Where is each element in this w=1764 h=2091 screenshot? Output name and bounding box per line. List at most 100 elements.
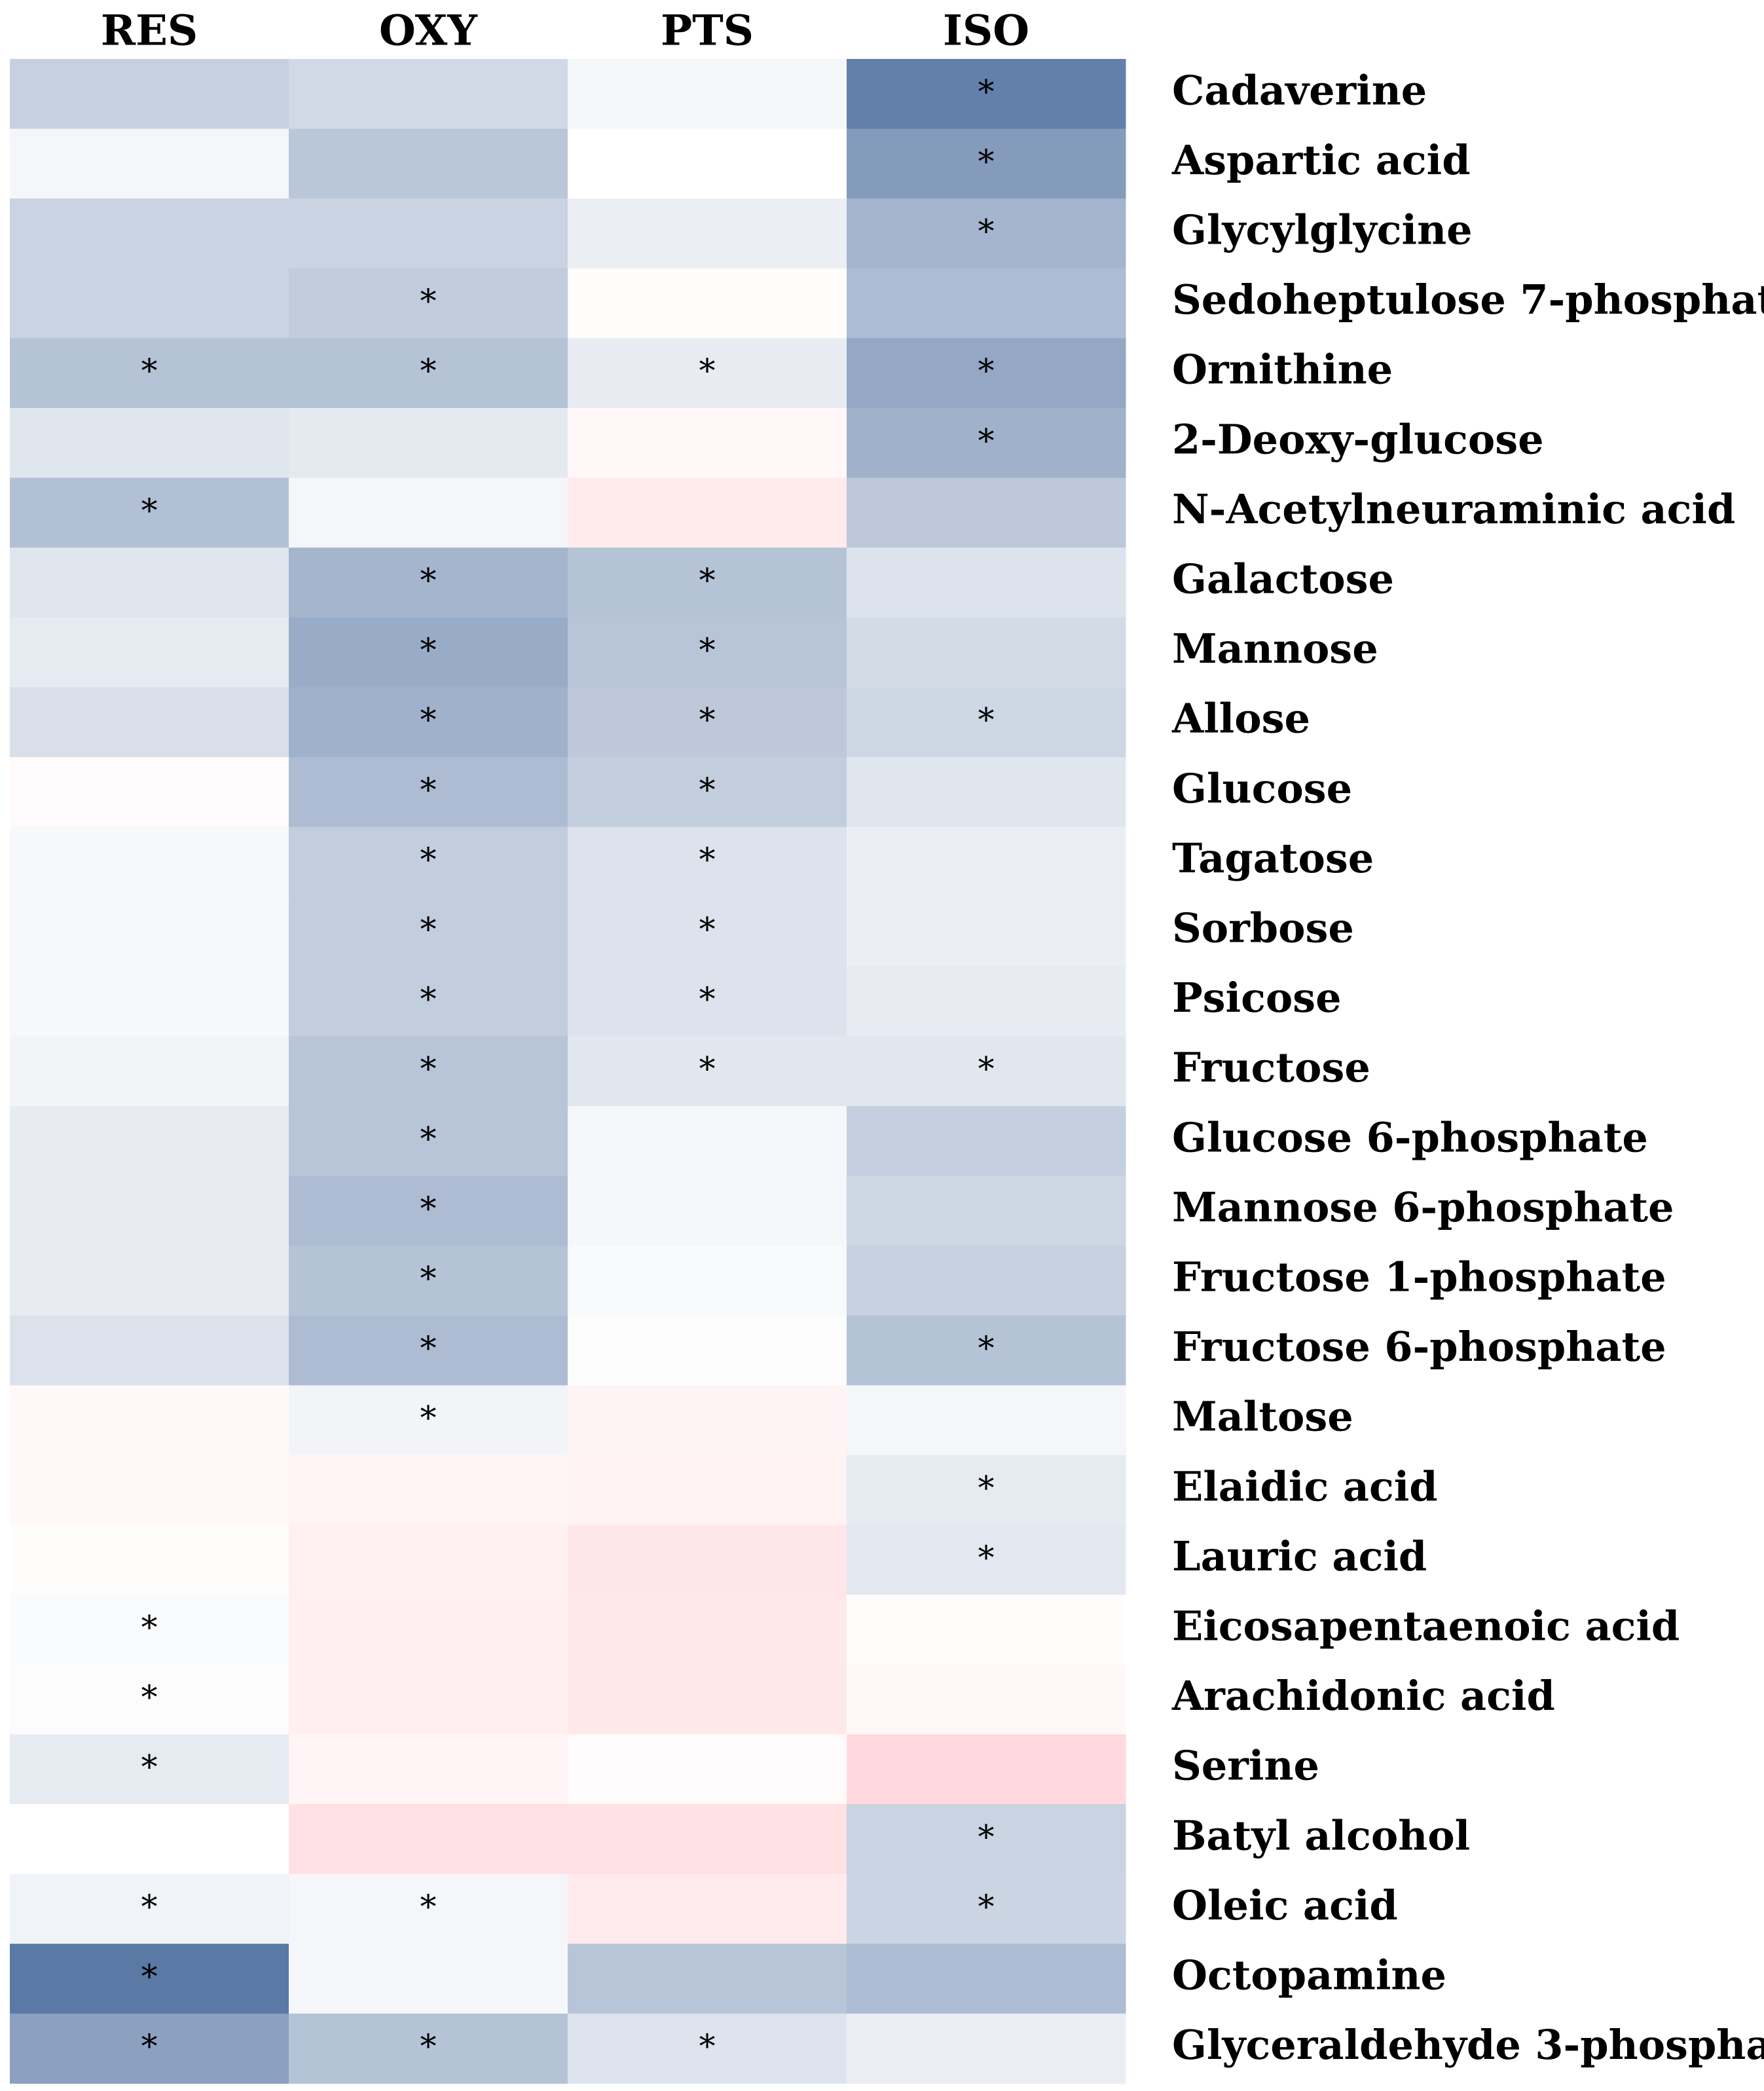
cell-oleic-acid-pts — [568, 1874, 847, 1944]
cell-psicose-oxy — [289, 966, 568, 1037]
cell-glucose-6-phosphate-pts — [568, 1106, 847, 1177]
row-label-mannose: Mannose — [1172, 625, 1378, 673]
row-label-fructose-6-phosphate: Fructose 6-phosphate — [1172, 1323, 1666, 1371]
cell-lauric-acid-oxy — [289, 1525, 568, 1595]
cell-oleic-acid-iso — [847, 1874, 1126, 1944]
cell-fructose-res — [10, 1036, 289, 1107]
row-label-2-deoxy-glucose: 2-Deoxy-glucose — [1172, 415, 1544, 463]
cell-glyceraldehyde-3-phosphate-pts — [568, 2013, 847, 2084]
significance-marker-aspartic-acid-iso: * — [978, 143, 995, 181]
cell-galactose-res — [10, 547, 289, 618]
row-label-tagatose: Tagatose — [1172, 834, 1374, 882]
cell-2-deoxy-glucose-res — [10, 408, 289, 479]
cell-galactose-pts — [568, 547, 847, 618]
row-label-galactose: Galactose — [1172, 555, 1394, 603]
cell-fructose-oxy — [289, 1036, 568, 1107]
column-label-res: RES — [101, 7, 198, 56]
cell-oleic-acid-oxy — [289, 1874, 568, 1944]
cell-sorbose-iso — [847, 897, 1126, 967]
significance-marker-mannose-pts: * — [699, 631, 716, 669]
cell-sedoheptulose-7-phosphate-res — [10, 268, 289, 339]
row-label-glyceraldehyde-3-phosphate: Glyceraldehyde 3-phosphate — [1172, 2021, 1764, 2069]
row-labels: Cadaverine Aspartic acid Glycylglycine Sedo… — [1171, 66, 1764, 2069]
row-label-sedoheptulose-7-phosphate: Sedoheptulose 7-phosphate — [1172, 276, 1764, 324]
cell-batyl-alcohol-pts — [568, 1804, 847, 1875]
cell-serine-iso — [847, 1734, 1126, 1805]
cell-arachidonic-acid-iso — [847, 1664, 1126, 1735]
cell-glyceraldehyde-3-phosphate-oxy — [289, 2013, 568, 2084]
cell-mannose-6-phosphate-iso — [847, 1175, 1126, 1246]
cell-glyceraldehyde-3-phosphate-iso — [847, 2013, 1126, 2084]
cell-aspartic-acid-pts — [568, 128, 847, 199]
significance-marker-ornithine-oxy: * — [420, 352, 437, 390]
significance-marker-fructose-6-phosphate-oxy: * — [420, 1329, 437, 1367]
significance-marker-psicose-oxy: * — [420, 980, 437, 1018]
cell-arachidonic-acid-pts — [568, 1664, 847, 1735]
cell-cadaverine-pts — [568, 59, 847, 130]
column-labels: RES OXY PTS ISO — [101, 7, 1029, 56]
significance-marker-sorbose-oxy: * — [420, 911, 437, 949]
cell-sedoheptulose-7-phosphate-oxy — [289, 268, 568, 339]
significance-marker-mannose-oxy: * — [420, 631, 437, 669]
cell-glucose-pts — [568, 757, 847, 828]
row-label-glucose-6-phosphate: Glucose 6-phosphate — [1172, 1113, 1648, 1161]
cell-maltose-res — [10, 1385, 289, 1456]
significance-marker-psicose-pts: * — [699, 980, 716, 1018]
cell-aspartic-acid-oxy — [289, 128, 568, 199]
significance-marker-serine-res: * — [141, 1749, 158, 1786]
cell-sorbose-res — [10, 897, 289, 967]
cell-psicose-pts — [568, 966, 847, 1037]
cell-glycylglycine-iso — [847, 198, 1126, 269]
cell-batyl-alcohol-iso — [847, 1804, 1126, 1875]
row-label-cadaverine: Cadaverine — [1172, 66, 1427, 114]
cell-2-deoxy-glucose-pts — [568, 408, 847, 479]
row-label-eicosapentaenoic-acid: Eicosapentaenoic acid — [1172, 1602, 1680, 1650]
significance-marker-glyceraldehyde-3-phosphate-oxy: * — [420, 2027, 437, 2065]
significance-marker-lauric-acid-iso: * — [978, 1539, 995, 1577]
significance-marker-tagatose-oxy: * — [420, 841, 437, 879]
cell-n-acetylneuraminic-acid-iso — [847, 477, 1126, 548]
significance-marker-glycylglycine-iso: * — [978, 213, 995, 251]
row-label-allose: Allose — [1171, 695, 1310, 743]
significance-marker-maltose-oxy: * — [420, 1399, 437, 1437]
cell-cadaverine-oxy — [289, 59, 568, 130]
significance-marker-glucose-pts: * — [699, 771, 716, 809]
cell-sorbose-oxy — [289, 897, 568, 967]
significance-marker-galactose-oxy: * — [420, 562, 437, 600]
cell-octopamine-iso — [847, 1944, 1126, 2014]
cell-octopamine-oxy — [289, 1944, 568, 2014]
cell-2-deoxy-glucose-oxy — [289, 408, 568, 479]
significance-marker-allose-oxy: * — [420, 701, 437, 739]
cell-elaidic-acid-iso — [847, 1455, 1126, 1526]
cell-fructose-6-phosphate-pts — [568, 1315, 847, 1386]
cell-cadaverine-iso — [847, 59, 1126, 130]
cell-n-acetylneuraminic-acid-res — [10, 477, 289, 548]
significance-marker-n-acetylneuraminic-acid-res: * — [141, 492, 158, 530]
cell-aspartic-acid-iso — [847, 128, 1126, 199]
cell-galactose-oxy — [289, 547, 568, 618]
cell-batyl-alcohol-oxy — [289, 1804, 568, 1875]
row-label-batyl-alcohol: Batyl alcohol — [1172, 1811, 1470, 1859]
cell-ornithine-oxy — [289, 338, 568, 409]
cell-mannose-iso — [847, 617, 1126, 688]
cell-n-acetylneuraminic-acid-pts — [568, 477, 847, 548]
cell-mannose-6-phosphate-oxy — [289, 1175, 568, 1246]
cell-ornithine-pts — [568, 338, 847, 409]
row-label-lauric-acid: Lauric acid — [1172, 1532, 1427, 1580]
significance-marker-ornithine-res: * — [141, 352, 158, 390]
significance-marker-cadaverine-iso: * — [978, 73, 995, 111]
significance-marker-eicosapentaenoic-acid-res: * — [141, 1609, 158, 1647]
significance-marker-fructose-iso: * — [978, 1050, 995, 1088]
cell-fructose-1-phosphate-oxy — [289, 1246, 568, 1316]
cell-eicosapentaenoic-acid-res — [10, 1595, 289, 1665]
row-label-psicose: Psicose — [1172, 974, 1342, 1022]
significance-marker-mannose-6-phosphate-oxy: * — [420, 1190, 437, 1228]
column-label-oxy: OXY — [379, 7, 478, 56]
significance-marker-tagatose-pts: * — [699, 841, 716, 879]
cell-fructose-1-phosphate-res — [10, 1246, 289, 1316]
cell-eicosapentaenoic-acid-pts — [568, 1595, 847, 1665]
row-label-glycylglycine: Glycylglycine — [1172, 206, 1473, 254]
cell-tagatose-res — [10, 826, 289, 897]
cell-mannose-oxy — [289, 617, 568, 688]
